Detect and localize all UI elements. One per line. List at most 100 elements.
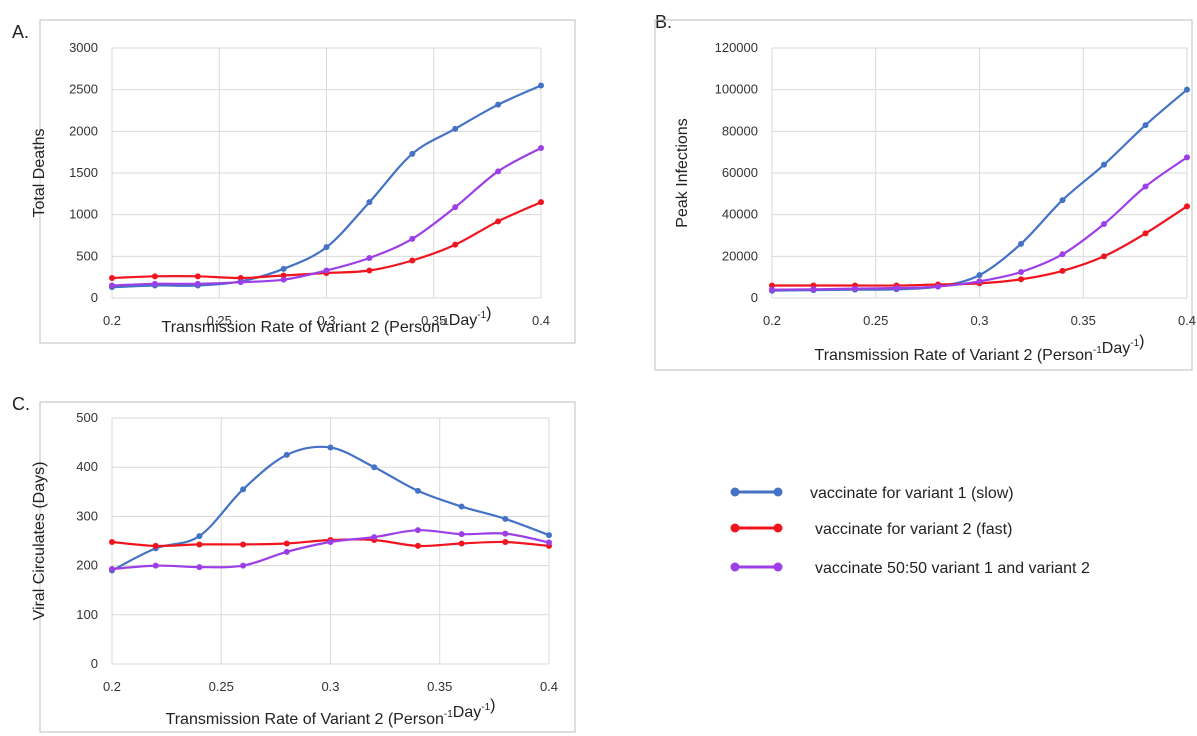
data-point [283,451,290,458]
x-tick-label: 0.4 [532,313,550,328]
data-point [283,540,290,547]
data-point [452,241,459,248]
x-tick-label: 0.25 [207,313,232,328]
y-tick-label: 500 [76,248,98,263]
data-point [240,486,247,493]
y-tick-label: 100000 [715,82,758,97]
y-tick-label: 40000 [722,207,758,222]
data-point [366,267,373,274]
x-tick-label: 0.4 [1178,313,1196,328]
data-point [1018,268,1024,275]
y-tick-label: 0 [751,290,758,305]
data-point [976,278,983,285]
y-axis-label: Total Deaths [31,129,48,218]
data-point [546,532,552,539]
legend-swatch-marker [773,487,783,497]
data-point [538,199,544,206]
legend-swatch-marker [730,523,740,533]
data-point [327,538,334,545]
data-point [546,539,552,546]
y-tick-label: 200 [76,558,98,573]
data-point [769,282,775,289]
data-point [502,530,509,537]
data-point [109,538,115,545]
data-point [366,255,373,261]
data-point [495,168,502,175]
data-point [769,286,775,293]
data-point [935,283,941,290]
data-point [237,275,244,281]
series-3 [109,527,552,573]
data-point [323,244,330,251]
data-point [1101,221,1107,228]
y-tick-label: 20000 [722,248,758,263]
data-point [976,272,983,279]
data-point [502,538,509,545]
data-point [283,548,290,555]
data-point [1018,240,1024,247]
x-tick-label: 0.35 [1071,313,1096,328]
y-tick-label: 2500 [69,82,98,97]
x-tick-label: 0.4 [540,679,558,694]
chart-frame [39,19,576,344]
x-tick-label: 0.3 [321,679,339,694]
chart-frame [39,401,576,733]
x-tick-label: 0.25 [209,679,234,694]
data-point [109,275,115,281]
y-tick-label: 120000 [715,40,758,55]
data-point [1059,251,1066,258]
data-point [280,276,287,283]
legend-swatch-marker [730,487,740,497]
data-point [414,542,421,549]
y-axis-label: Peak Infections [674,118,691,227]
data-point [196,564,203,571]
data-point [1059,197,1066,204]
data-point [323,267,330,274]
data-point [452,125,459,132]
series-3 [769,154,1190,293]
data-point [1059,267,1066,274]
data-point [151,280,158,287]
data-point [1184,154,1190,161]
x-tick-label: 0.2 [103,313,121,328]
data-point [414,487,421,494]
data-point [458,531,465,538]
data-point [409,150,416,157]
x-tick-label: 0.25 [863,313,888,328]
x-axis-label: Transmission Rate of Variant 2 (Person-1… [162,305,492,336]
panel-a-total-deaths: A. 0 500 1000 1500 2000 2500 3000 0.2 0.25 0.3 0.35… [12,19,576,344]
series-3 [109,145,544,289]
data-point [1101,161,1107,168]
data-point [371,464,378,471]
data-point [409,257,416,264]
panel-b-peak-infections: B. 0 20000 40000 60000 80000 100000 120000 0.2 0.… [654,12,1196,371]
chart-frame [654,19,1193,371]
data-point [414,527,421,534]
y-tick-label: 1500 [69,165,98,180]
data-point [1184,203,1190,210]
y-tick-label: 0 [91,656,98,671]
legend-label: vaccinate for variant 2 (fast) [815,521,1012,538]
data-point [1184,86,1190,93]
legend-swatch-marker [773,562,783,572]
y-tick-label: 400 [76,459,98,474]
data-point [1018,276,1024,283]
y-tick-label: 0 [91,290,98,305]
y-tick-label: 60000 [722,165,758,180]
x-tick-label: 0.2 [103,679,121,694]
legend-swatch-marker [730,562,740,572]
data-point [240,541,247,548]
data-point [458,540,465,547]
data-point [538,145,544,151]
legend-entry-1: vaccinate for variant 1 (slow) [730,485,1014,502]
y-tick-label: 100 [76,607,98,622]
data-point [194,280,201,287]
x-tick-label: 0.2 [763,313,781,328]
y-tick-label: 2000 [69,123,98,138]
data-point [1142,230,1149,237]
data-point [1101,253,1107,260]
legend-swatch-marker [773,523,783,533]
data-point [1142,183,1149,190]
x-axis-label: Transmission Rate of Variant 2 (Person-1… [166,697,496,728]
